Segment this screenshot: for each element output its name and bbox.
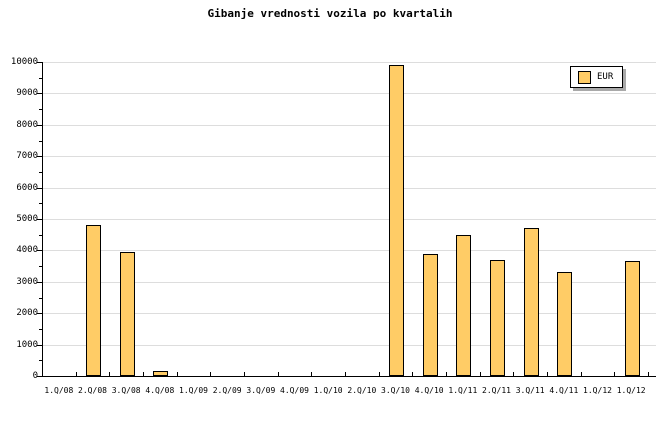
bar-3.Q/10 <box>389 65 404 376</box>
x-axis-tick <box>379 372 380 376</box>
gridline <box>43 124 656 126</box>
x-axis-tick <box>547 372 548 376</box>
y-minor-tick <box>39 171 42 173</box>
y-axis-label: 2000 <box>16 308 38 319</box>
bar-3.Q/08 <box>120 252 135 376</box>
y-minor-tick <box>39 234 42 236</box>
x-axis-tick <box>210 372 211 376</box>
bar-3.Q/11 <box>524 228 539 376</box>
bar-2.Q/08 <box>86 225 101 376</box>
y-axis-label: 5000 <box>16 214 38 224</box>
chart-title: Gibanje vrednosti vozila po kvartalih <box>207 7 453 20</box>
x-axis-tick <box>581 372 582 376</box>
gridline <box>43 156 656 158</box>
x-axis-label: 4.Q/10 <box>414 386 444 395</box>
x-axis-label: 1.Q/10 <box>313 386 343 395</box>
y-axis-label: 10000 <box>10 57 38 67</box>
y-axis-label: 3000 <box>16 276 38 287</box>
bar-4.Q/08 <box>153 371 168 376</box>
bar-1.Q/12 <box>625 261 640 376</box>
y-major-tick <box>37 281 42 283</box>
bar-4.Q/10 <box>423 254 438 376</box>
x-axis-tick <box>513 372 514 376</box>
x-axis-tick <box>177 372 178 376</box>
x-axis-tick <box>614 372 615 376</box>
x-axis-tick <box>345 372 346 376</box>
x-axis-label: 3.Q/09 <box>246 386 276 395</box>
y-minor-tick <box>39 77 42 79</box>
gridline <box>43 219 656 220</box>
x-axis-tick <box>42 372 43 376</box>
gridline <box>43 250 656 252</box>
gridline <box>43 313 656 315</box>
y-major-tick <box>37 344 42 346</box>
x-axis-tick <box>109 372 110 376</box>
y-axis-label: 6000 <box>16 182 38 193</box>
y-axis-label: 9000 <box>16 88 38 99</box>
x-axis-tick <box>480 372 481 376</box>
x-axis-tick <box>446 372 447 376</box>
y-major-tick <box>37 124 42 126</box>
x-axis-label: 1.Q/12 <box>616 386 646 395</box>
x-axis-label: 3.Q/11 <box>515 386 545 395</box>
y-major-tick <box>37 313 42 315</box>
y-axis-label: 0 <box>32 371 38 381</box>
x-axis-label: 2.Q/09 <box>212 386 242 395</box>
bar-4.Q/11 <box>557 272 572 376</box>
gridline <box>43 187 656 189</box>
y-minor-tick <box>39 297 42 299</box>
gridline <box>43 93 656 95</box>
y-major-tick <box>37 62 42 63</box>
x-axis-label: 2.Q/10 <box>347 386 377 395</box>
x-axis-label: 1.Q/08 <box>44 386 74 395</box>
y-minor-tick <box>39 266 42 268</box>
x-axis-tick <box>648 372 649 376</box>
x-axis-label: 1.Q/12 <box>583 386 612 395</box>
y-minor-tick <box>39 360 42 362</box>
x-axis-tick <box>244 372 245 376</box>
x-axis-label: 1.Q/11 <box>448 386 478 395</box>
x-axis-tick <box>412 372 413 376</box>
bar-2.Q/11 <box>490 260 505 376</box>
y-axis-label: 4000 <box>16 245 38 256</box>
legend-label: EUR <box>597 71 614 82</box>
x-axis-label: 1.Q/09 <box>179 386 208 395</box>
x-axis-tick <box>278 372 279 376</box>
x-axis-tick <box>311 372 312 376</box>
y-major-tick <box>37 376 42 377</box>
y-major-tick <box>37 93 42 95</box>
legend-swatch-eur <box>578 70 591 84</box>
y-major-tick <box>37 187 42 189</box>
gridline <box>43 344 656 346</box>
x-axis-label: 4.Q/08 <box>145 386 175 395</box>
y-minor-tick <box>39 140 42 142</box>
x-axis-tick <box>76 372 77 376</box>
x-axis-label: 4.Q/11 <box>549 386 579 395</box>
y-minor-tick <box>39 203 42 205</box>
y-minor-tick <box>39 109 42 111</box>
gridline <box>43 281 656 283</box>
y-axis-label: 1000 <box>16 339 38 350</box>
x-axis-label: 4.Q/09 <box>280 386 309 395</box>
legend: EUR <box>570 66 624 88</box>
x-axis-label: 2.Q/11 <box>482 386 511 395</box>
y-major-tick <box>37 250 42 252</box>
x-axis-label: 3.Q/08 <box>111 386 141 395</box>
y-axis-label: 7000 <box>16 151 38 162</box>
y-axis-label: 8000 <box>16 119 38 130</box>
y-minor-tick <box>39 328 42 330</box>
x-axis-label: 2.Q/08 <box>78 386 107 395</box>
y-major-tick <box>37 219 42 220</box>
x-axis-label: 3.Q/10 <box>381 386 410 395</box>
bar-1.Q/11 <box>456 235 471 376</box>
gridline <box>43 62 656 63</box>
y-major-tick <box>37 156 42 158</box>
x-axis-tick <box>143 372 144 376</box>
plot-area <box>42 62 656 377</box>
